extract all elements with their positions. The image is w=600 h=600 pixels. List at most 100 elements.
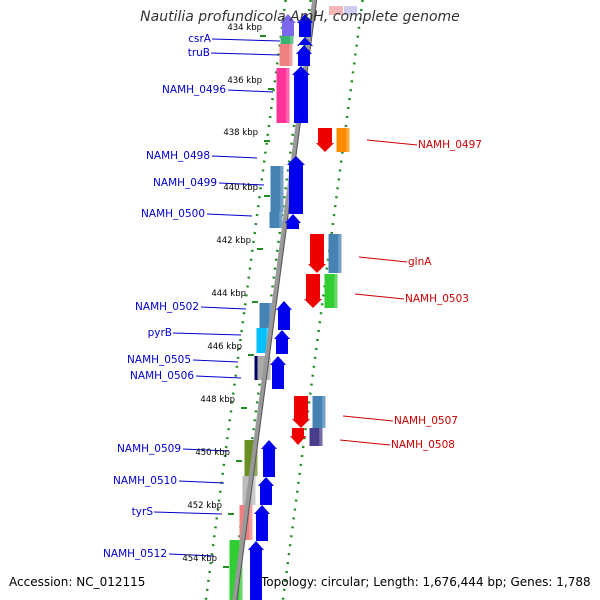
cog-block-namh_0508	[309, 428, 323, 446]
gene-leader-namh_0508	[339, 439, 391, 446]
cog-block-glna	[328, 234, 342, 273]
forward-gene-arrow-7	[276, 301, 292, 330]
reverse-gene-arrow-4	[292, 396, 310, 428]
tick-label-10: 452 kbp	[187, 501, 222, 511]
tick-label-7: 446 kbp	[207, 342, 242, 352]
gene-label-namh_0502: NAMH_0502	[135, 301, 199, 313]
forward-gene-arrow-13	[248, 541, 264, 600]
gene-label-namh_0497: NAMH_0497	[418, 139, 482, 151]
forward-gene-arrow-9	[270, 356, 286, 389]
cog-block-namh_0508-shade	[319, 428, 323, 446]
cog-block-namh_0503	[324, 274, 338, 308]
forward-gene-arrow-top	[280, 14, 296, 36]
gene-leader-namh_0510	[178, 480, 225, 484]
cog-block-namh_0507-shade	[322, 396, 326, 428]
tick-label-9: 450 kbp	[195, 448, 230, 458]
forward-gene-arrow-10	[261, 440, 277, 477]
cog-block-namh_0506-shade	[267, 356, 271, 380]
gene-leader-pyrb	[172, 332, 242, 336]
forward-gene-arrow-2	[297, 37, 313, 46]
forward-gene-arrow-3	[296, 45, 312, 66]
reverse-gene-arrow-3	[304, 274, 322, 308]
gene-label-namh_0508: NAMH_0508	[391, 439, 455, 451]
cog-block-namh_0496	[276, 68, 290, 123]
gene-leader-tyrs	[153, 511, 223, 515]
gene-leader-namh_0498	[211, 155, 258, 159]
tick-label-5: 442 kbp	[216, 236, 251, 246]
gene-label-namh_0512: NAMH_0512	[103, 548, 167, 560]
gene-label-namh_0498: NAMH_0498	[146, 150, 210, 162]
gene-label-namh_0503: NAMH_0503	[405, 293, 469, 305]
gene-leader-glna	[358, 256, 408, 263]
gene-label-namh_0510: NAMH_0510	[113, 475, 177, 487]
gene-label-namh_0507: NAMH_0507	[394, 415, 458, 427]
cog-block-top-pink	[329, 6, 343, 15]
gene-label-csra: csrA	[188, 33, 212, 45]
tick-label-layer: 434 kbp 436 kbp 438 kbp 440 kbp 442 kbp 444 k…	[182, 23, 274, 568]
genome-summary: Topology: circular; Length: 1,676,444 bp…	[261, 575, 591, 589]
gene-label-namh_0505: NAMH_0505	[127, 354, 191, 366]
gene-label-glna: glnA	[408, 256, 432, 268]
tick-label-3: 438 kbp	[223, 128, 258, 138]
gene-leader-csra	[211, 38, 281, 42]
reverse-gene-arrow-5	[290, 428, 306, 445]
cog-block-tyrs-shade	[249, 505, 253, 540]
forward-gene-arrow-8	[274, 330, 290, 354]
grid-line-3	[281, 0, 364, 600]
gene-leader-namh_0509	[182, 448, 229, 452]
forward-gene-arrow-12	[254, 505, 270, 541]
cog-block-namh_0500	[269, 212, 283, 228]
cog-block-trub-shade	[289, 44, 293, 66]
gene-label-namh_0496: NAMH_0496	[162, 84, 226, 96]
gene-leader-namh_0496	[227, 89, 274, 93]
cog-block-csra-shade	[290, 36, 294, 44]
cog-block-namh_0502	[259, 303, 273, 328]
cog-block-top-lilac	[344, 6, 357, 15]
gene-label-namh_0509: NAMH_0509	[117, 443, 181, 455]
forward-gene-arrow-11	[258, 477, 274, 505]
map-title: Nautilia profundicola AmH, complete geno…	[140, 9, 460, 25]
gene-leader-namh_0512	[168, 553, 215, 557]
cog-block-namh_0500-shade	[279, 212, 283, 228]
cog-block-namh_0497-shade	[346, 128, 350, 152]
reverse-gene-arrow-2	[308, 234, 326, 273]
tick-label-4: 440 kbp	[223, 183, 258, 193]
gene-leader-trub	[210, 52, 280, 56]
cog-block-namh_0503-shade	[334, 274, 338, 308]
gene-label-pyrb: pyrB	[148, 327, 172, 339]
grid-line-1	[204, 0, 287, 600]
gene-label-namh_0499: NAMH_0499	[153, 177, 217, 189]
cog-block-namh_0496-shade	[286, 68, 290, 123]
cog-block-namh_0497	[336, 128, 350, 152]
tick-label-8: 448 kbp	[200, 395, 235, 405]
forward-gene-arrow-1	[297, 14, 313, 37]
tick-label-1: 434 kbp	[227, 23, 262, 33]
gene-leader-namh_0497	[366, 139, 418, 146]
tick-label-2: 436 kbp	[227, 76, 262, 86]
cog-block-namh_0499	[270, 166, 284, 212]
gene-leader-namh_0503	[354, 293, 405, 300]
gene-arrow-layer	[248, 14, 334, 600]
cog-block-namh_0510-shade	[252, 476, 256, 505]
gene-leader-namh_0499	[218, 182, 265, 186]
cog-block-glna-shade	[338, 234, 342, 273]
gene-label-tyrs: tyrS	[132, 506, 154, 518]
gene-label-namh_0506: NAMH_0506	[130, 370, 194, 382]
gene-label-layer: csrA truB NAMH_0496 NAMH_0498 NAMH_0499 NAMH_…	[103, 33, 482, 560]
cog-block-trub	[279, 44, 293, 66]
tick-label-11: 454 kbp	[182, 554, 217, 564]
gene-leader-namh_0502	[200, 306, 247, 310]
tick-label-6: 444 kbp	[211, 289, 246, 299]
accession-label: Accession: NC_012115	[9, 575, 146, 589]
gene-leader-namh_0506	[195, 375, 242, 379]
cog-block-csra	[280, 36, 294, 44]
cog-block-namh_0507	[312, 396, 326, 428]
gene-label-trub: truB	[188, 47, 210, 59]
forward-gene-arrow-6	[285, 214, 301, 229]
gene-leader-namh_0507	[342, 415, 394, 422]
gene-leader-namh_0500	[206, 213, 253, 217]
cog-block-namh_0499-shade	[280, 166, 284, 212]
gene-leader-namh_0505	[192, 359, 239, 363]
reverse-gene-arrow-1	[316, 128, 334, 152]
